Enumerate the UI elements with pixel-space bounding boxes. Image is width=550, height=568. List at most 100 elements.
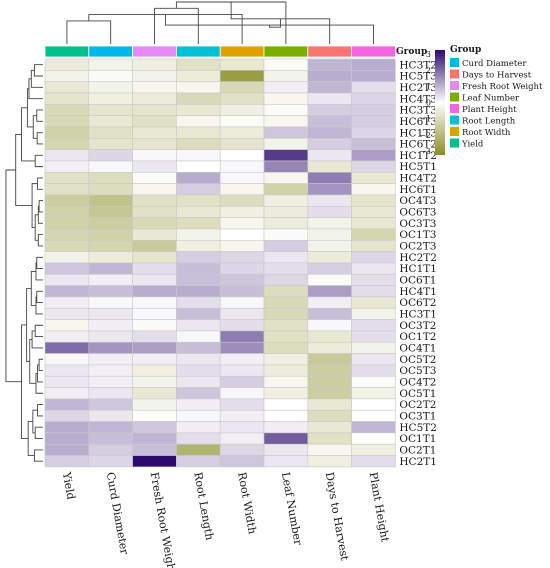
heatmap-cell — [219, 58, 265, 71]
heatmap-cell — [88, 409, 133, 422]
heatmap-cell — [88, 375, 133, 388]
heatmap-cell — [307, 443, 352, 456]
heatmap-cell — [219, 307, 265, 320]
heatmap-cell — [88, 228, 133, 241]
heatmap-cell — [132, 364, 177, 377]
heatmap-cell — [44, 92, 90, 105]
heatmap-cell — [176, 330, 221, 343]
row-dendrogram-branch — [33, 64, 43, 77]
heatmap-cell — [88, 126, 133, 139]
column-dendrogram-branch — [154, 7, 199, 44]
heatmap-cell — [44, 398, 90, 411]
heatmap-cell — [132, 239, 177, 252]
heatmap-cell — [176, 104, 221, 116]
heatmap-cell — [44, 409, 90, 422]
row-label: OC6T2 — [399, 297, 436, 309]
group-legend-label: Days to Harvest — [462, 70, 532, 80]
heatmap-cell — [176, 262, 221, 275]
row-dendrogram-branch — [26, 287, 32, 362]
heatmap-cell — [219, 443, 265, 456]
heatmap-cell — [176, 70, 221, 82]
heatmap-cell — [219, 330, 265, 343]
heatmap-cell — [351, 262, 396, 275]
heatmap-cell — [44, 375, 90, 388]
heatmap-cell — [263, 307, 309, 320]
heatmap-cell — [88, 398, 133, 411]
row-label: OC1T3 — [399, 229, 436, 241]
group-legend-label: Curd Diameter — [462, 59, 527, 69]
heatmap-cell — [44, 273, 90, 286]
heatmap-cell — [176, 217, 221, 230]
heatmap-cell — [88, 70, 133, 82]
heatmap-cell — [219, 183, 265, 196]
heatmap-cell — [44, 205, 90, 218]
heatmap-cell — [219, 262, 265, 275]
heatmap-cell — [44, 70, 90, 82]
heatmap-cell — [263, 70, 309, 82]
heatmap-cell — [263, 353, 309, 366]
column-label: Curd Diameter — [104, 471, 131, 556]
heatmap-cell — [88, 443, 133, 456]
row-label: HC6T2 — [399, 139, 437, 151]
heatmap-cell — [263, 92, 309, 105]
column-label: Root Width — [235, 471, 259, 535]
heatmap-cell — [176, 421, 221, 434]
row-dendrogram-branch — [38, 358, 43, 372]
heatmap-cell — [351, 81, 396, 94]
group-legend-swatch — [450, 104, 459, 113]
heatmap-cell — [44, 160, 90, 173]
heatmap-cell — [132, 443, 177, 456]
heatmap-cell — [176, 115, 221, 128]
heatmap-cell — [88, 58, 133, 71]
heatmap-cell — [44, 149, 90, 162]
heatmap-cell — [351, 398, 396, 411]
column-label: Yield — [60, 470, 78, 500]
heatmap-cell — [88, 296, 133, 309]
color-scale-tick-label: 0 — [426, 99, 431, 108]
heatmap-cell — [307, 330, 352, 343]
heatmap-cell — [263, 138, 309, 150]
row-label: HC3T2 — [399, 59, 437, 71]
heatmap-cell — [351, 341, 396, 354]
heatmap-cell — [176, 194, 221, 207]
heatmap-cell — [88, 455, 133, 468]
heatmap-cell — [44, 126, 90, 139]
heatmap-cell — [351, 273, 396, 286]
heatmap-cell — [351, 421, 396, 434]
heatmap-cell — [263, 409, 309, 422]
heatmap-cell — [307, 205, 352, 218]
heatmap-cell — [44, 285, 90, 298]
heatmap-cell — [44, 296, 90, 309]
column-labels: Yield Curd Diameter Fresh Root Weight Root … — [60, 470, 392, 568]
heatmap-cell — [351, 375, 396, 388]
heatmap-cell — [88, 330, 133, 343]
heatmap-cell — [176, 432, 221, 445]
heatmap-cell — [263, 251, 309, 264]
heatmap-cell — [219, 409, 265, 422]
row-label: OC5T1 — [399, 388, 436, 400]
heatmap-cell — [351, 92, 396, 105]
heatmap-cell — [263, 58, 309, 71]
heatmap-cell — [88, 364, 133, 377]
heatmap-cell — [307, 455, 352, 468]
heatmap-cell — [88, 183, 133, 196]
heatmap-cell — [307, 217, 352, 230]
heatmap-cell — [219, 273, 265, 286]
heatmap-cell — [88, 262, 133, 275]
group-annotation-cell — [307, 45, 352, 58]
heatmap-cell — [263, 217, 309, 230]
heatmap-cell — [88, 104, 133, 116]
group-legend-swatch — [450, 127, 459, 136]
heatmap-cell — [176, 443, 221, 456]
heatmap-cell — [263, 160, 309, 173]
heatmap-cell — [88, 387, 133, 400]
heatmap-cell — [263, 172, 309, 184]
heatmap-cell — [307, 138, 352, 150]
heatmap-cell — [219, 387, 265, 400]
heatmap-cell — [263, 387, 309, 400]
group-legend-label: Root Width — [462, 128, 511, 138]
heatmap-cell — [44, 138, 90, 150]
heatmap-cell — [351, 149, 396, 162]
heatmap-cell — [176, 81, 221, 94]
